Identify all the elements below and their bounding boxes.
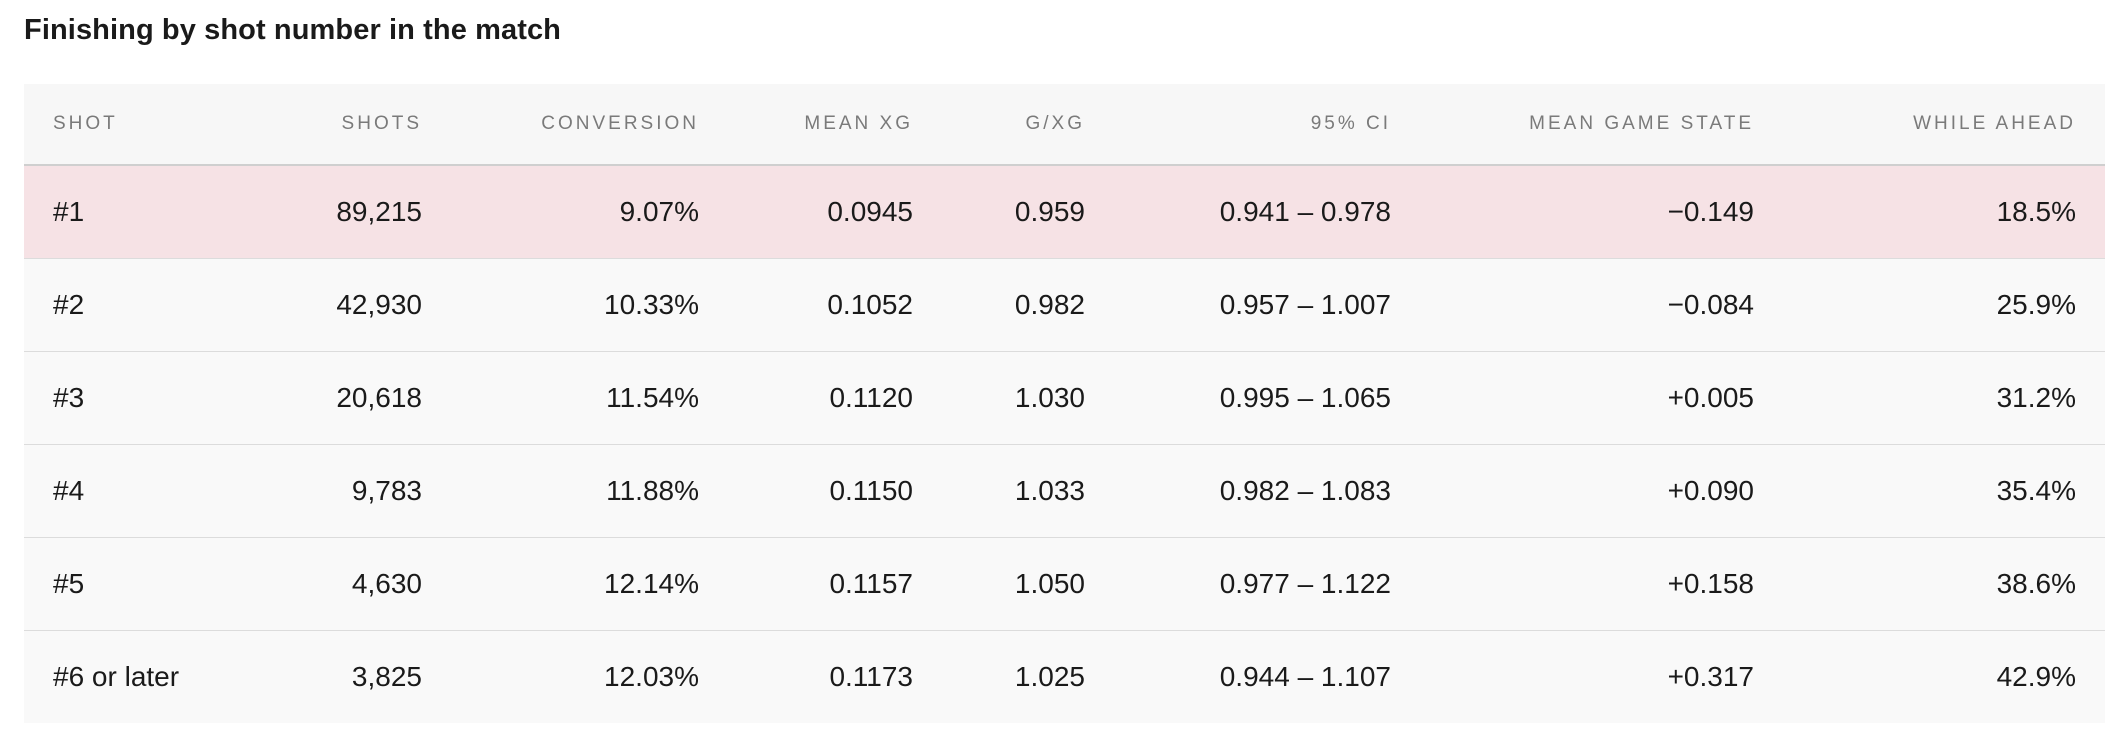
table-row: #1 89,215 9.07% 0.0945 0.959 0.941 – 0.9…: [24, 165, 2105, 259]
table-row: #6 or later 3,825 12.03% 0.1173 1.025 0.…: [24, 630, 2105, 723]
cell-mean-xg: 0.1052: [728, 258, 942, 352]
cell-g-xg: 0.959: [942, 165, 1114, 259]
cell-g-xg: 1.050: [942, 537, 1114, 631]
cell-conversion: 12.03%: [604, 660, 699, 692]
cell-conversion: 11.88%: [451, 444, 728, 538]
cell-while-ahead: 18.5%: [1783, 165, 2105, 259]
cell-while-ahead: 42.9%: [1996, 660, 2076, 692]
cell-shot: #4: [24, 444, 207, 538]
cell-shot: #6 or later: [53, 660, 180, 692]
cell-shots: 4,630: [207, 537, 451, 631]
cell-shot: #2: [24, 258, 207, 352]
cell-g-xg: 0.982: [942, 258, 1114, 352]
cell-shot: #5: [24, 537, 207, 631]
column-header-mean-game-state: MEAN GAME STATE: [1420, 84, 1783, 166]
cell-ci: 0.995 – 1.065: [1114, 351, 1420, 445]
cell-mean-xg: 0.1120: [728, 351, 942, 445]
column-header-conversion: CONVERSION: [451, 84, 728, 166]
cell-ci: 0.944 – 1.107: [1219, 660, 1391, 692]
finishing-table: SHOT SHOTS CONVERSION MEAN XG G/XG 95% C…: [24, 84, 2105, 723]
cell-ci: 0.941 – 0.978: [1114, 165, 1420, 259]
cell-g-xg: 1.025: [1014, 660, 1085, 692]
cell-mean-game-state: +0.005: [1420, 351, 1783, 445]
column-header-shots: SHOTS: [207, 84, 451, 166]
cell-g-xg: 1.030: [942, 351, 1114, 445]
table-row: #3 20,618 11.54% 0.1120 1.030 0.995 – 1.…: [24, 351, 2105, 445]
column-header-mean-xg: MEAN XG: [728, 84, 942, 166]
cell-mean-game-state: +0.090: [1420, 444, 1783, 538]
column-header-g-xg: G/XG: [942, 84, 1114, 166]
cell-shot: #3: [24, 351, 207, 445]
cell-shots: 3,825: [351, 660, 422, 692]
column-header-ci: 95% CI: [1114, 84, 1420, 166]
cell-mean-xg: 0.1173: [829, 660, 913, 692]
cell-mean-xg: 0.1150: [728, 444, 942, 538]
cell-while-ahead: 35.4%: [1783, 444, 2105, 538]
cell-shots: 42,930: [207, 258, 451, 352]
table-title: Finishing by shot number in the match: [24, 14, 561, 46]
column-header-shot: SHOT: [24, 84, 207, 166]
table-row: #2 42,930 10.33% 0.1052 0.982 0.957 – 1.…: [24, 258, 2105, 352]
cell-mean-xg: 0.1157: [728, 537, 942, 631]
cell-g-xg: 1.033: [942, 444, 1114, 538]
cell-while-ahead: 38.6%: [1783, 537, 2105, 631]
cell-while-ahead: 31.2%: [1783, 351, 2105, 445]
cell-mean-game-state: +0.158: [1420, 537, 1783, 631]
cell-conversion: 9.07%: [451, 165, 728, 259]
cell-conversion: 11.54%: [451, 351, 728, 445]
cell-mean-game-state: −0.084: [1420, 258, 1783, 352]
cell-shots: 89,215: [207, 165, 451, 259]
cell-conversion: 10.33%: [451, 258, 728, 352]
cell-shots: 20,618: [207, 351, 451, 445]
cell-ci: 0.982 – 1.083: [1114, 444, 1420, 538]
cell-shots: 9,783: [207, 444, 451, 538]
cell-while-ahead: 25.9%: [1783, 258, 2105, 352]
column-header-while-ahead: WHILE AHEAD: [1783, 84, 2105, 166]
cell-conversion: 12.14%: [451, 537, 728, 631]
header-row: SHOT SHOTS CONVERSION MEAN XG G/XG 95% C…: [24, 84, 2105, 166]
cell-mean-game-state: −0.149: [1420, 165, 1783, 259]
table-row: #4 9,783 11.88% 0.1150 1.033 0.982 – 1.0…: [24, 444, 2105, 538]
cell-shot: #1: [24, 165, 207, 259]
cell-mean-game-state: +0.317: [1667, 660, 1754, 692]
cell-mean-xg: 0.0945: [728, 165, 942, 259]
table-row: #5 4,630 12.14% 0.1157 1.050 0.977 – 1.1…: [24, 537, 2105, 631]
cell-ci: 0.977 – 1.122: [1114, 537, 1420, 631]
cell-ci: 0.957 – 1.007: [1114, 258, 1420, 352]
